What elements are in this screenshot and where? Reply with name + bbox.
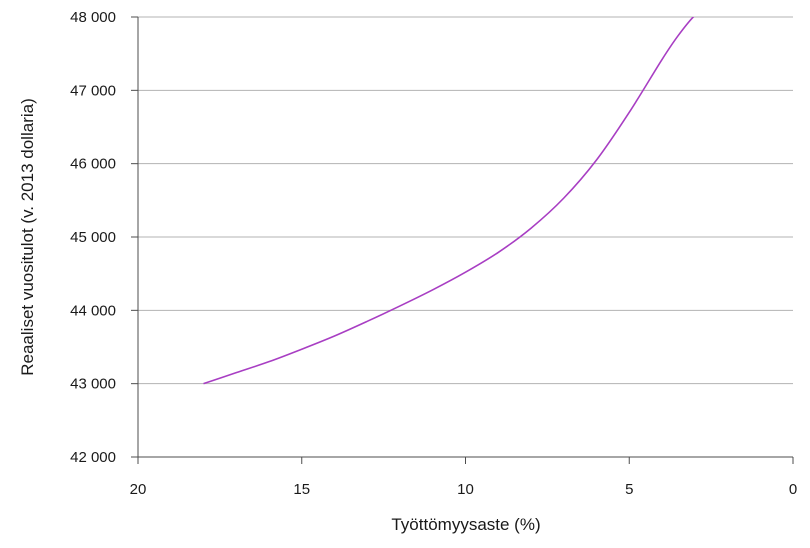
x-tick-label: 10 [457, 481, 474, 498]
x-tick-label: 15 [293, 481, 310, 498]
series-line-0 [203, 17, 695, 385]
y-tick-label: 47 000 [70, 82, 116, 99]
x-axis-title: Työttömyysaste (%) [391, 515, 540, 534]
series-layer [203, 17, 695, 385]
tick-labels: 42 000 43 000 44 000 45 000 46 000 47 000 48 0… [70, 9, 797, 498]
y-axis-title: Reaaliset vuositulot (v. 2013 dollaria) [18, 98, 37, 376]
y-tick-label: 44 000 [70, 302, 116, 319]
x-tick-label: 0 [789, 481, 797, 498]
x-tick-label: 5 [625, 481, 633, 498]
y-tick-label: 45 000 [70, 229, 116, 246]
y-tick-label: 48 000 [70, 9, 116, 26]
axes [131, 16, 794, 464]
y-tick-label: 43 000 [70, 376, 116, 393]
gridlines [138, 16, 793, 385]
y-tick-label: 46 000 [70, 156, 116, 173]
y-tick-label: 42 000 [70, 449, 116, 466]
x-tick-label: 20 [130, 481, 147, 498]
